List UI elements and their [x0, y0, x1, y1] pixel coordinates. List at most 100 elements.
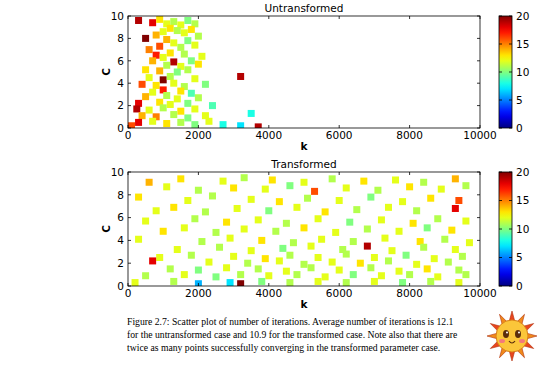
- scatter-point: [230, 184, 237, 191]
- scatter-point: [223, 219, 230, 226]
- scatter-point: [293, 204, 300, 211]
- scatter-point: [336, 197, 343, 204]
- y-tick: [128, 172, 131, 173]
- x-tick-label: 0: [125, 287, 132, 299]
- scatter-point: [195, 187, 202, 194]
- scatter-point: [149, 19, 156, 26]
- sun-cheek: [519, 339, 525, 343]
- scatter-point: [167, 49, 174, 56]
- colorbar-tick-label: 5: [516, 251, 523, 263]
- scatter-point: [343, 251, 350, 258]
- scatter-point: [385, 204, 392, 211]
- scatter-point: [452, 246, 459, 253]
- scatter-point: [160, 54, 167, 61]
- scatter-point: [237, 122, 244, 128]
- scatter-point: [378, 272, 385, 279]
- scatter-point: [174, 27, 181, 34]
- scatter-point: [195, 61, 202, 68]
- scatter-point: [424, 224, 431, 231]
- points: [132, 174, 473, 286]
- colorbar-tick-label: 10: [516, 223, 529, 235]
- scatter-point: [202, 81, 209, 88]
- scatter-point: [272, 228, 279, 235]
- scatter-point: [353, 206, 360, 213]
- colorbar-tick-label: 15: [516, 194, 529, 206]
- scatter-point: [146, 107, 153, 114]
- scatter-point: [427, 278, 434, 285]
- x-tick: [128, 172, 129, 175]
- scatter-point: [170, 58, 177, 65]
- colorbar-tick: [509, 44, 512, 45]
- scatter-point: [427, 195, 434, 202]
- scatter-point: [142, 272, 149, 279]
- y-tick-label: 4: [117, 77, 124, 89]
- colorbar-tick-label: 20: [516, 10, 529, 22]
- scatter-point: [374, 187, 381, 194]
- scatter-point: [133, 105, 140, 112]
- y-tick: [477, 60, 480, 61]
- y-tick-label: 6: [117, 55, 124, 67]
- x-tick: [128, 125, 129, 128]
- x-tick-label: 10000: [463, 129, 496, 141]
- scatter-point: [304, 195, 311, 202]
- colorbar-tick: [509, 257, 512, 258]
- scatter-point: [311, 188, 318, 195]
- scatter-point: [286, 252, 293, 259]
- y-tick: [477, 128, 480, 129]
- scatter-point: [413, 261, 420, 268]
- scatter-point: [184, 100, 191, 107]
- scatter-point: [332, 229, 339, 236]
- colorbar-tick-label: 5: [516, 94, 523, 106]
- scatter-point: [286, 182, 293, 189]
- scatter-point: [163, 120, 170, 127]
- x-tick: [268, 16, 269, 19]
- scatter-point: [170, 111, 177, 118]
- scatter-point: [336, 267, 343, 274]
- scatter-point: [167, 265, 174, 272]
- caption-line: twice as many points successfully conver…: [127, 342, 440, 353]
- y-tick: [477, 240, 480, 241]
- scatter-point: [170, 80, 177, 87]
- scatter-point: [367, 194, 374, 201]
- scatter-point: [406, 183, 413, 190]
- scatter-point: [198, 53, 205, 60]
- y-axis-label: C: [100, 68, 112, 76]
- sun-icon: [487, 311, 537, 361]
- y-tick: [477, 83, 480, 84]
- scatter-point: [177, 175, 184, 182]
- sun-eye-shine: [506, 332, 508, 334]
- scatter-point: [149, 118, 156, 125]
- y-tick: [128, 263, 131, 264]
- colorbar-tick: [499, 128, 502, 129]
- x-tick-label: 4000: [255, 287, 282, 299]
- scatter-point: [357, 260, 364, 267]
- y-tick: [128, 217, 131, 218]
- x-tick: [409, 283, 410, 286]
- scatter-point: [160, 228, 167, 235]
- scatter-point: [343, 184, 350, 191]
- scatter-point: [174, 246, 181, 253]
- colorbar-tick: [499, 100, 502, 101]
- x-tick: [409, 125, 410, 128]
- scatter-point: [156, 43, 163, 50]
- y-tick: [128, 16, 131, 17]
- colorbar-tick: [499, 200, 502, 201]
- colorbar-tick: [509, 16, 512, 17]
- scatter-point: [160, 76, 167, 83]
- scatter-point: [146, 179, 153, 186]
- x-tick-label: 10000: [463, 287, 496, 299]
- scatter-point: [255, 265, 262, 272]
- scatter-point: [163, 62, 170, 69]
- scatter-point: [385, 257, 392, 264]
- scatter-point: [184, 66, 191, 73]
- y-axis-label: C: [100, 225, 112, 233]
- figure: 02000400060008000100000246810Untransform…: [0, 0, 540, 370]
- y-tick: [128, 240, 131, 241]
- colorbar-tick-label: 15: [516, 38, 529, 50]
- scatter-point: [142, 218, 149, 225]
- colorbar-tick-label: 10: [516, 66, 529, 78]
- scatter-point: [371, 254, 378, 261]
- x-tick: [339, 283, 340, 286]
- scatter-point: [452, 205, 459, 212]
- scatter-point: [403, 252, 410, 259]
